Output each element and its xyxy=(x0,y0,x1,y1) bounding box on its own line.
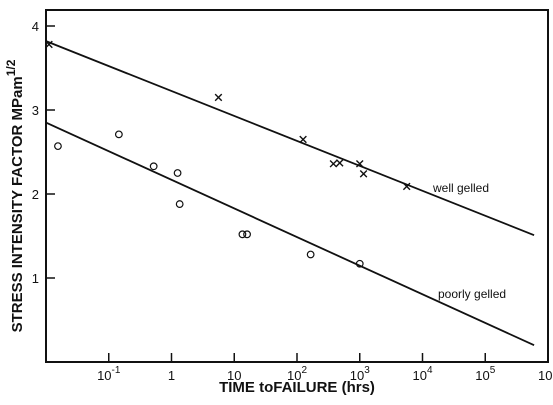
fit-line-well-gelled xyxy=(45,40,535,236)
series-label-well-gelled: well gelled xyxy=(432,181,489,195)
x-marker xyxy=(355,159,364,168)
data-markers xyxy=(45,40,411,268)
series-label-poorly-gelled: poorly gelled xyxy=(438,287,506,301)
axis-ticks xyxy=(46,25,549,362)
x-tick-label: 106 xyxy=(538,365,553,383)
x-marker xyxy=(329,159,338,168)
y-axis-title-main: STRESS INTENSITY FACTOR MPam xyxy=(9,76,26,332)
circle-marker xyxy=(306,250,315,259)
circle-marker xyxy=(173,169,182,177)
x-tick-label: 104 xyxy=(412,365,432,383)
circle-marker xyxy=(175,200,184,208)
fit-lines xyxy=(45,40,535,347)
x-marker xyxy=(359,170,368,178)
x-marker-stroke xyxy=(335,159,344,167)
x-tick-base: 10 xyxy=(227,368,241,383)
x-tick-label: 10 xyxy=(227,368,241,383)
y-tick-label: 3 xyxy=(32,103,39,118)
x-tick-exponent: 4 xyxy=(427,365,433,376)
x-tick-base: 10 xyxy=(97,368,111,383)
x-tick-base: 10 xyxy=(475,368,489,383)
circle-marker xyxy=(114,130,123,139)
x-tick-base: 10 xyxy=(287,368,301,383)
x-marker-stroke xyxy=(329,159,338,168)
x-tick-label: 103 xyxy=(350,365,370,383)
circle-marker xyxy=(243,230,251,239)
x-marker xyxy=(402,182,411,191)
x-tick-exponent: 2 xyxy=(301,365,307,376)
x-marker xyxy=(335,159,344,167)
circle-marker xyxy=(149,162,158,171)
x-tick-exponent: -1 xyxy=(112,365,121,376)
x-tick-label: 10-1 xyxy=(97,365,121,383)
circle-marker xyxy=(355,259,364,268)
y-tick-label: 4 xyxy=(32,19,39,34)
x-marker-stroke xyxy=(402,182,411,191)
x-marker-stroke xyxy=(214,93,223,102)
y-axis-title-superscript: 1/2 xyxy=(4,59,18,76)
x-marker-stroke xyxy=(45,40,53,49)
x-tick-base: 1 xyxy=(168,368,175,383)
x-tick-base: 10 xyxy=(538,368,552,383)
x-axis-title: TIME toFAILURE (hrs) xyxy=(219,379,375,396)
x-tick-label: 1 xyxy=(168,368,175,383)
y-tick-label: 2 xyxy=(32,187,39,202)
x-marker xyxy=(45,40,53,49)
x-tick-base: 10 xyxy=(412,368,426,383)
circle-marker xyxy=(54,142,62,151)
y-tick-label: 1 xyxy=(32,271,39,286)
y-axis-title-group: STRESS INTENSITY FACTOR MPam1/2 xyxy=(4,59,26,332)
x-marker xyxy=(214,93,223,102)
x-marker xyxy=(299,135,307,144)
x-tick-exponent: 5 xyxy=(490,365,496,376)
y-axis-title: STRESS INTENSITY FACTOR MPam1/2 xyxy=(4,59,26,332)
fit-line-poorly-gelled xyxy=(45,121,535,347)
x-tick-label: 105 xyxy=(475,365,495,383)
x-marker-stroke xyxy=(355,159,364,168)
x-marker-stroke xyxy=(299,135,307,144)
x-tick-base: 10 xyxy=(350,368,364,383)
x-tick-label: 102 xyxy=(287,365,307,383)
x-tick-exponent: 3 xyxy=(364,365,370,376)
x-marker-stroke xyxy=(359,170,368,178)
circle-marker xyxy=(238,230,247,239)
